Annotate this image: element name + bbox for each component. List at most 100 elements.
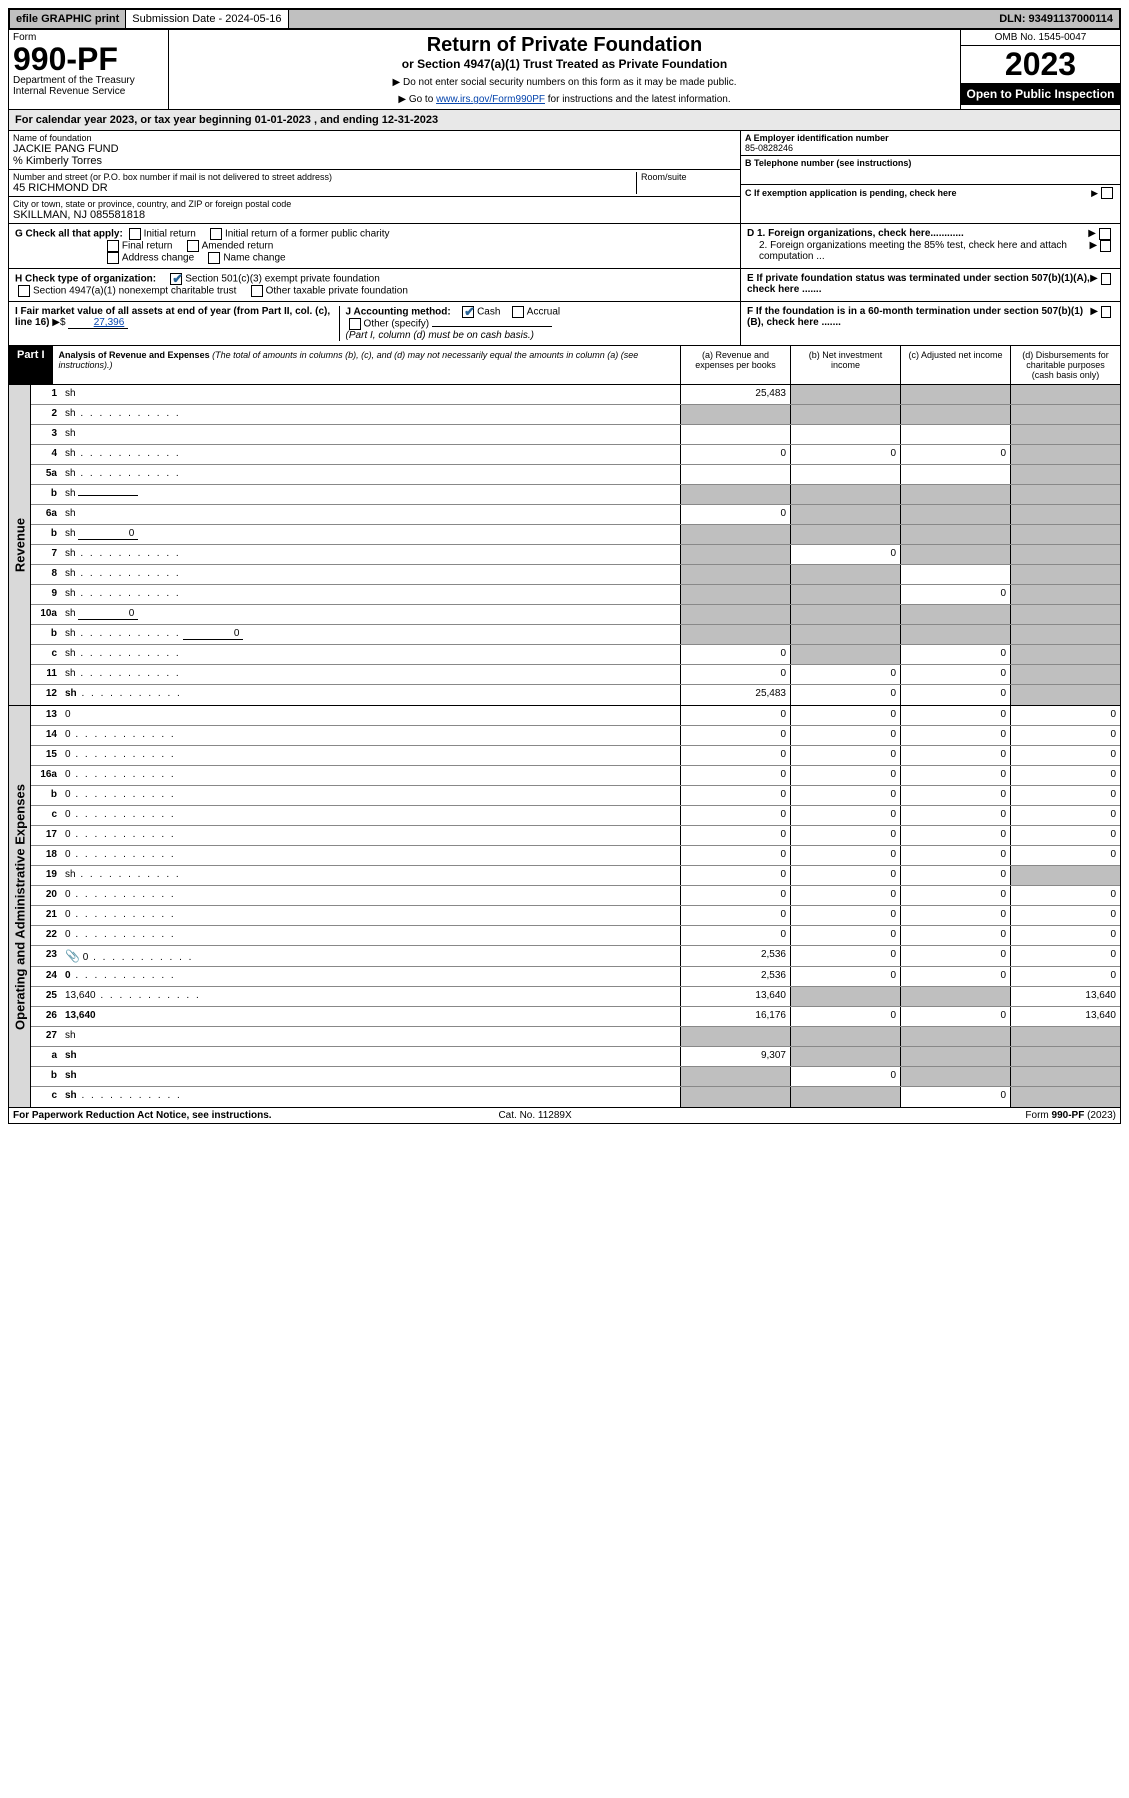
table-row: c00000 bbox=[31, 806, 1120, 826]
value-cell bbox=[900, 405, 1010, 424]
checkbox-d2[interactable] bbox=[1100, 240, 1111, 252]
checkbox-cash[interactable] bbox=[462, 306, 474, 318]
value-cell: 0 bbox=[1010, 926, 1120, 945]
line-number: 11 bbox=[31, 665, 61, 684]
value-cell bbox=[680, 525, 790, 544]
expenses-table: Operating and Administrative Expenses 13… bbox=[8, 706, 1121, 1108]
checkbox-final-return[interactable] bbox=[107, 240, 119, 252]
table-row: ash9,307 bbox=[31, 1047, 1120, 1067]
value-cell bbox=[680, 605, 790, 624]
value-cell: 0 bbox=[900, 786, 1010, 805]
col-d-header: (d) Disbursements for charitable purpose… bbox=[1010, 346, 1120, 384]
checkbox-address-change[interactable] bbox=[107, 252, 119, 264]
line-description: 0 bbox=[61, 826, 680, 845]
checkbox-d1[interactable] bbox=[1099, 228, 1111, 240]
value-cell: 0 bbox=[680, 445, 790, 464]
table-row: 2000000 bbox=[31, 886, 1120, 906]
care-of: % Kimberly Torres bbox=[13, 155, 736, 167]
table-row: 6ash0 bbox=[31, 505, 1120, 525]
value-cell bbox=[1010, 1047, 1120, 1066]
value-cell: 0 bbox=[790, 766, 900, 785]
value-cell: 0 bbox=[1010, 886, 1120, 905]
checkbox-other-method[interactable] bbox=[349, 318, 361, 330]
table-row: 16a00000 bbox=[31, 766, 1120, 786]
efile-label[interactable]: efile GRAPHIC print bbox=[10, 10, 126, 28]
exemption-pending-label: C If exemption application is pending, c… bbox=[745, 188, 957, 198]
checkbox-initial-former[interactable] bbox=[210, 228, 222, 240]
line-number: 13 bbox=[31, 706, 61, 725]
line-description: 0 bbox=[61, 706, 680, 725]
line-description: 0 bbox=[61, 926, 680, 945]
table-row: 23📎 02,536000 bbox=[31, 946, 1120, 967]
value-cell: 0 bbox=[790, 906, 900, 925]
table-row: 2513,64013,64013,640 bbox=[31, 987, 1120, 1007]
value-cell: 0 bbox=[1010, 826, 1120, 845]
value-cell: 0 bbox=[680, 926, 790, 945]
table-row: 2100000 bbox=[31, 906, 1120, 926]
value-cell: 0 bbox=[900, 746, 1010, 765]
address: 45 RICHMOND DR bbox=[13, 182, 636, 194]
footer-cat: Cat. No. 11289X bbox=[498, 1110, 571, 1121]
line-description: sh bbox=[61, 425, 680, 444]
ein-label: A Employer identification number bbox=[745, 133, 1116, 143]
value-cell bbox=[900, 545, 1010, 564]
value-cell: 0 bbox=[680, 886, 790, 905]
value-cell bbox=[790, 465, 900, 484]
part1-header-row: Part I Analysis of Revenue and Expenses … bbox=[8, 346, 1121, 385]
arrow-icon: ▶ bbox=[1091, 188, 1098, 199]
checkbox-4947a1[interactable] bbox=[18, 285, 30, 297]
line-description: 0 bbox=[61, 846, 680, 865]
checkbox-amended-return[interactable] bbox=[187, 240, 199, 252]
line-number: b bbox=[31, 786, 61, 805]
check-section-h: H Check type of organization: Section 50… bbox=[8, 269, 1121, 302]
i-label: I Fair market value of all assets at end… bbox=[15, 306, 330, 328]
value-cell bbox=[680, 1087, 790, 1107]
value-cell: 0 bbox=[1010, 786, 1120, 805]
dept-line1: Department of the Treasury bbox=[13, 75, 164, 86]
dln-label: DLN: 93491137000114 bbox=[993, 10, 1119, 28]
g-label: G Check all that apply: bbox=[15, 229, 123, 240]
line-number: 16a bbox=[31, 766, 61, 785]
value-cell: 0 bbox=[900, 445, 1010, 464]
city-label: City or town, state or province, country… bbox=[13, 199, 736, 209]
line-description: sh bbox=[61, 685, 680, 705]
attachment-icon[interactable]: 📎 bbox=[65, 949, 80, 963]
value-cell: 0 bbox=[680, 786, 790, 805]
table-row: bsh 0 bbox=[31, 625, 1120, 645]
i-value[interactable]: 27,396 bbox=[68, 317, 128, 329]
j-note: (Part I, column (d) must be on cash basi… bbox=[346, 330, 534, 341]
checkbox-c[interactable] bbox=[1101, 187, 1113, 199]
e-label: E If private foundation status was termi… bbox=[747, 273, 1090, 295]
value-cell bbox=[1010, 665, 1120, 684]
room-label: Room/suite bbox=[641, 172, 736, 182]
checkbox-501c3[interactable] bbox=[170, 273, 182, 285]
value-cell: 0 bbox=[900, 585, 1010, 604]
checkbox-name-change[interactable] bbox=[208, 252, 220, 264]
value-cell: 0 bbox=[790, 967, 900, 986]
tax-year: 2023 bbox=[961, 46, 1120, 83]
value-cell: 0 bbox=[790, 926, 900, 945]
value-cell: 0 bbox=[790, 846, 900, 865]
checkbox-accrual[interactable] bbox=[512, 306, 524, 318]
telephone-label: B Telephone number (see instructions) bbox=[745, 158, 1116, 168]
line-number: 25 bbox=[31, 987, 61, 1006]
value-cell bbox=[900, 465, 1010, 484]
table-row: csh0 bbox=[31, 1087, 1120, 1107]
checkbox-e[interactable] bbox=[1101, 273, 1111, 285]
checkbox-f[interactable] bbox=[1101, 306, 1111, 318]
line-description: 13,640 bbox=[61, 987, 680, 1006]
line-number: 8 bbox=[31, 565, 61, 584]
line-number: 15 bbox=[31, 746, 61, 765]
omb-number: OMB No. 1545-0047 bbox=[961, 30, 1120, 46]
value-cell bbox=[790, 1027, 900, 1046]
checkbox-other-taxable[interactable] bbox=[251, 285, 263, 297]
table-row: 27sh bbox=[31, 1027, 1120, 1047]
value-cell: 2,536 bbox=[680, 946, 790, 966]
irs-link[interactable]: www.irs.gov/Form990PF bbox=[436, 94, 545, 105]
line-number: 19 bbox=[31, 866, 61, 885]
line-number: 26 bbox=[31, 1007, 61, 1026]
value-cell: 0 bbox=[680, 846, 790, 865]
revenue-table: Revenue 1sh25,4832sh3sh4sh0005ashbsh 6as… bbox=[8, 385, 1121, 706]
line-number: 24 bbox=[31, 967, 61, 986]
checkbox-initial-return[interactable] bbox=[129, 228, 141, 240]
